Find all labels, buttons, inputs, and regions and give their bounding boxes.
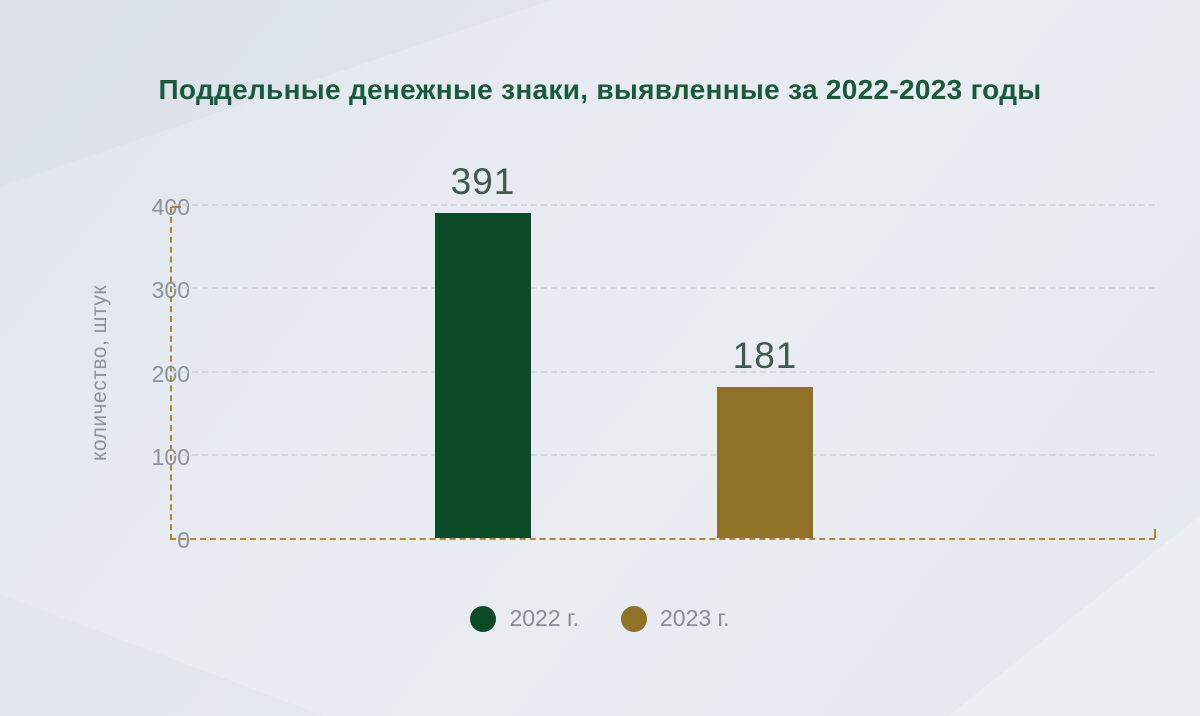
y-tick-label: 0 (177, 527, 190, 553)
legend-item: 2023 г. (621, 605, 730, 632)
legend-swatch-icon (470, 605, 497, 632)
gridline (172, 453, 1155, 456)
chart-legend: 2022 г. 2023 г. (0, 605, 1200, 632)
legend-item: 2022 г. (470, 605, 579, 632)
legend-swatch-icon (621, 605, 647, 632)
axis-corner-dash-top (172, 206, 181, 208)
legend-label: 2022 г. (509, 605, 579, 631)
bar-value-label: 391 (450, 160, 516, 202)
chart-title: Поддельные денежные знаки, выявленные за… (158, 74, 1042, 105)
bar-value-label: 181 (732, 335, 798, 377)
plot-area: 391 181 (170, 161, 1156, 540)
axis-corner-dash-right (1154, 529, 1156, 538)
bar-rect (435, 212, 531, 538)
legend-label: 2023 г. (660, 605, 730, 631)
gridline (172, 287, 1155, 290)
gridline (172, 204, 1155, 206)
bar-2023: 181 (717, 205, 813, 538)
gridline (172, 370, 1155, 373)
bar-2022: 391 (435, 161, 531, 538)
bar-rect (717, 387, 813, 538)
